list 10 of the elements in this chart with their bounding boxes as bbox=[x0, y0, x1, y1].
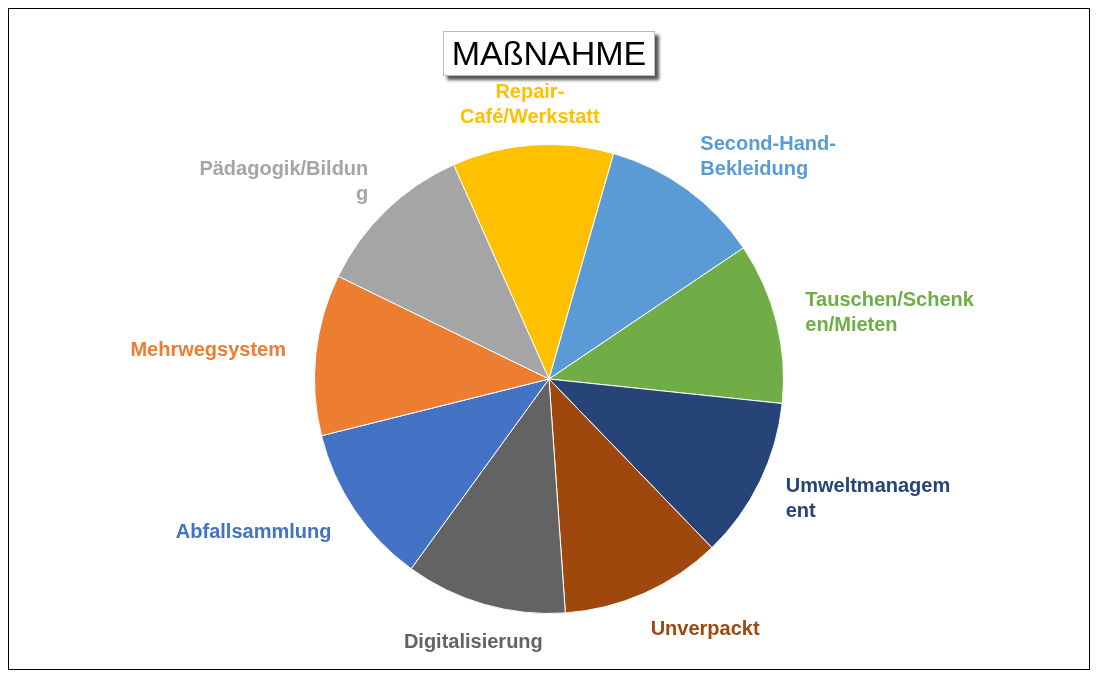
slice-label: Mehrwegsystem bbox=[130, 337, 286, 360]
slice-label: Tauschen/Schenken/Mieten bbox=[805, 287, 975, 335]
slice-label: Repair-Café/Werkstatt bbox=[460, 80, 601, 128]
slice-label: Digitalisierung bbox=[403, 630, 543, 653]
slice-label: Unverpackt bbox=[650, 617, 760, 640]
slice-label: Abfallsammlung bbox=[175, 520, 332, 543]
slice-label: Umweltmanagement bbox=[785, 474, 951, 522]
slice-label: Pädagogik/Bildung bbox=[199, 156, 369, 204]
chart-title: MAßNAHME bbox=[442, 31, 656, 76]
slice-label: Second-Hand-Bekleidung bbox=[700, 131, 836, 179]
